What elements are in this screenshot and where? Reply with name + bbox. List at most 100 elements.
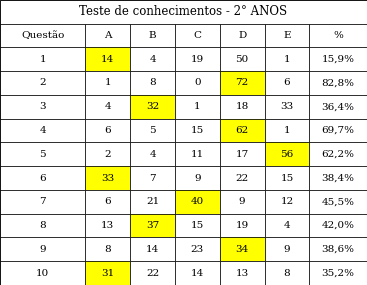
Bar xyxy=(175,214,220,237)
Bar xyxy=(86,190,130,214)
Text: 7: 7 xyxy=(39,197,46,206)
Text: 4: 4 xyxy=(39,126,46,135)
Text: C: C xyxy=(193,31,201,40)
Text: 33: 33 xyxy=(101,174,115,182)
Text: 36,4%: 36,4% xyxy=(322,102,355,111)
Bar xyxy=(0,166,86,190)
Bar xyxy=(175,24,220,47)
Text: D: D xyxy=(238,31,246,40)
Text: 1: 1 xyxy=(284,126,290,135)
Bar xyxy=(309,166,367,190)
Bar xyxy=(175,166,220,190)
Bar xyxy=(130,47,175,71)
Text: 9: 9 xyxy=(194,174,201,182)
Bar xyxy=(0,190,86,214)
Text: 0: 0 xyxy=(194,78,201,87)
Bar xyxy=(265,24,309,47)
Bar xyxy=(175,142,220,166)
Text: 17: 17 xyxy=(236,150,249,159)
Text: 9: 9 xyxy=(39,245,46,254)
Bar xyxy=(0,0,367,24)
Text: 13: 13 xyxy=(101,221,115,230)
Bar xyxy=(130,71,175,95)
Text: 2: 2 xyxy=(39,78,46,87)
Bar xyxy=(265,95,309,119)
Bar xyxy=(265,71,309,95)
Bar xyxy=(220,71,265,95)
Bar xyxy=(0,95,86,119)
Bar xyxy=(220,47,265,71)
Text: 6: 6 xyxy=(105,197,111,206)
Bar xyxy=(309,237,367,261)
Text: 9: 9 xyxy=(239,197,246,206)
Text: 10: 10 xyxy=(36,269,49,278)
Bar xyxy=(220,95,265,119)
Bar xyxy=(265,190,309,214)
Text: 38,4%: 38,4% xyxy=(322,174,355,182)
Bar xyxy=(220,261,265,285)
Bar xyxy=(0,119,86,142)
Text: 72: 72 xyxy=(236,78,249,87)
Bar xyxy=(0,142,86,166)
Bar xyxy=(86,166,130,190)
Text: 22: 22 xyxy=(236,174,249,182)
Text: 38,6%: 38,6% xyxy=(322,245,355,254)
Text: 15: 15 xyxy=(191,221,204,230)
Text: 5: 5 xyxy=(39,150,46,159)
Text: 35,2%: 35,2% xyxy=(322,269,355,278)
Text: 19: 19 xyxy=(191,55,204,64)
Bar xyxy=(86,47,130,71)
Bar xyxy=(86,214,130,237)
Text: 4: 4 xyxy=(149,150,156,159)
Bar xyxy=(265,142,309,166)
Text: 34: 34 xyxy=(236,245,249,254)
Text: 23: 23 xyxy=(191,245,204,254)
Bar xyxy=(86,142,130,166)
Bar xyxy=(220,24,265,47)
Text: 9: 9 xyxy=(284,245,290,254)
Bar xyxy=(130,142,175,166)
Text: A: A xyxy=(104,31,112,40)
Text: Questão: Questão xyxy=(21,31,64,40)
Text: 6: 6 xyxy=(284,78,290,87)
Bar xyxy=(175,261,220,285)
Text: 32: 32 xyxy=(146,102,159,111)
Bar xyxy=(86,119,130,142)
Bar xyxy=(309,261,367,285)
Text: 22: 22 xyxy=(146,269,159,278)
Text: 18: 18 xyxy=(236,102,249,111)
Text: 7: 7 xyxy=(149,174,156,182)
Bar xyxy=(86,237,130,261)
Text: B: B xyxy=(149,31,156,40)
Bar xyxy=(86,261,130,285)
Bar xyxy=(265,261,309,285)
Bar xyxy=(175,47,220,71)
Text: 82,8%: 82,8% xyxy=(322,78,355,87)
Bar xyxy=(130,214,175,237)
Bar xyxy=(220,237,265,261)
Bar xyxy=(130,119,175,142)
Text: 8: 8 xyxy=(149,78,156,87)
Bar xyxy=(130,166,175,190)
Text: 1: 1 xyxy=(105,78,111,87)
Bar xyxy=(86,95,130,119)
Text: 15,9%: 15,9% xyxy=(322,55,355,64)
Bar xyxy=(175,119,220,142)
Text: 31: 31 xyxy=(101,269,115,278)
Bar xyxy=(86,71,130,95)
Bar xyxy=(309,190,367,214)
Text: 2: 2 xyxy=(105,150,111,159)
Text: 33: 33 xyxy=(280,102,294,111)
Text: 62: 62 xyxy=(236,126,249,135)
Bar xyxy=(175,190,220,214)
Bar xyxy=(130,190,175,214)
Bar xyxy=(309,214,367,237)
Text: 69,7%: 69,7% xyxy=(322,126,355,135)
Text: 14: 14 xyxy=(146,245,159,254)
Bar xyxy=(309,24,367,47)
Bar xyxy=(220,142,265,166)
Bar xyxy=(0,24,86,47)
Bar xyxy=(220,214,265,237)
Bar xyxy=(265,237,309,261)
Bar xyxy=(309,142,367,166)
